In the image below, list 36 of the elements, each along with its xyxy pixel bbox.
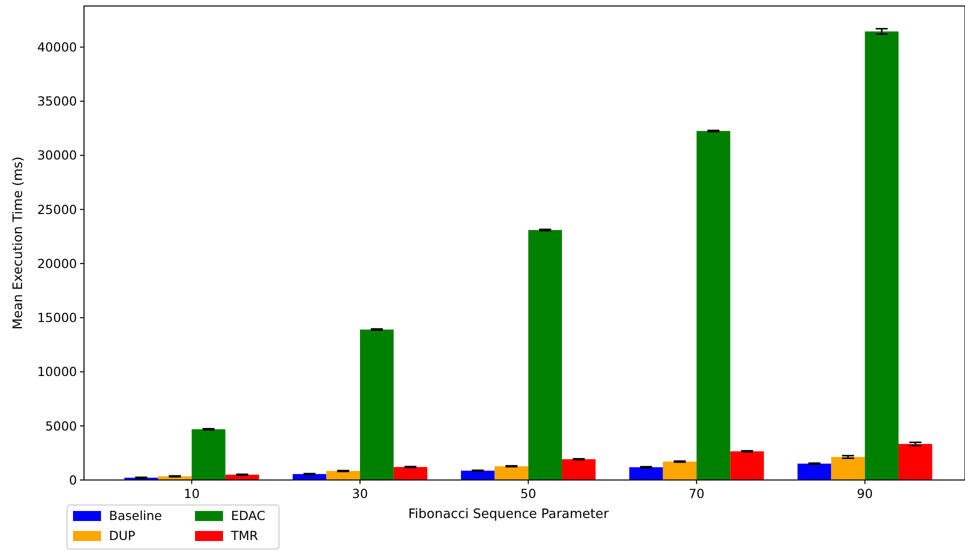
bar [360, 330, 394, 480]
bar [460, 470, 495, 480]
x-tick-label: 10 [184, 486, 200, 501]
bar [528, 230, 562, 480]
y-tick-label: 10000 [37, 364, 78, 380]
y-tick-label: 25000 [37, 202, 78, 217]
bar [730, 451, 764, 480]
bar [192, 429, 226, 480]
bar [662, 462, 697, 480]
bar [494, 466, 528, 480]
y-tick-label: 0 [69, 472, 78, 488]
x-tick-label: 70 [688, 486, 705, 501]
x-tick-label: 50 [520, 486, 536, 501]
bar [326, 471, 360, 480]
y-axis-title: Mean Execution Time (ms) [11, 156, 26, 330]
legend-label: Baseline [109, 508, 162, 523]
bar [898, 444, 932, 480]
legend-label: DUP [109, 528, 136, 543]
bar [696, 130, 730, 480]
bar [562, 459, 596, 480]
bar [864, 31, 899, 480]
legend-label: TMR [230, 528, 258, 543]
x-tick-label: 30 [352, 486, 368, 501]
y-tick-label: 30000 [37, 148, 78, 163]
legend-label: EDAC [231, 508, 266, 523]
y-tick-label: 5000 [45, 418, 78, 434]
y-tick-label: 35000 [37, 94, 78, 109]
bar [798, 464, 832, 480]
y-tick-label: 40000 [37, 40, 78, 54]
bar [394, 467, 428, 480]
x-axis-title: Fibonacci Sequence Parameter [408, 507, 610, 522]
bar [831, 456, 865, 480]
bar [629, 467, 663, 480]
x-tick-label: 90 [856, 486, 873, 501]
y-tick-label: 15000 [37, 310, 78, 326]
y-tick-label: 20000 [37, 256, 78, 271]
